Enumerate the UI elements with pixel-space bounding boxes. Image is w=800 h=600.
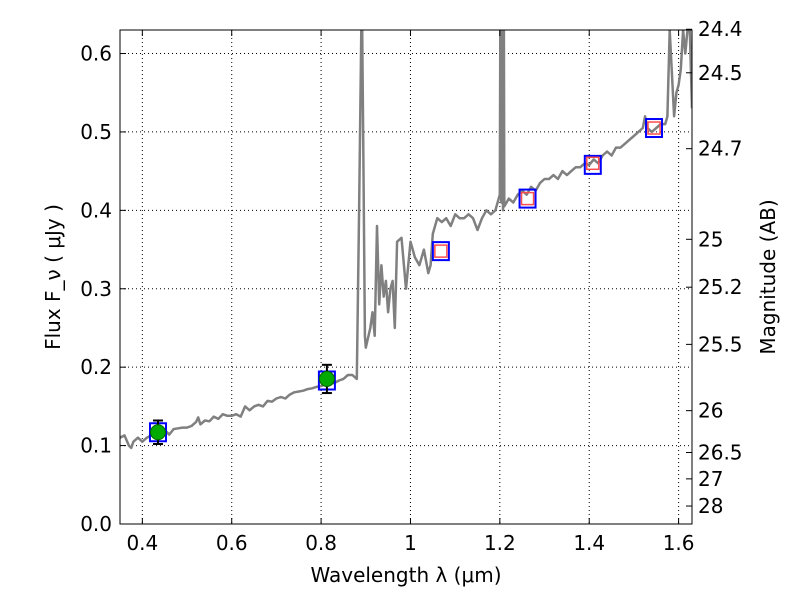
y-tick-label: 0.4 (80, 198, 112, 222)
y-tick-label: 0.1 (80, 434, 112, 458)
y2-tick-label: 26 (698, 399, 723, 423)
data-point (149, 424, 166, 441)
y-tick-label: 0.5 (80, 120, 112, 144)
y2-axis: 24.4 24.5 24.7 25 25.2 25.5 26 26.5 27 28 (686, 17, 743, 518)
model-box (518, 188, 537, 209)
x-tick-label: 0.6 (216, 531, 248, 555)
markers-layer (148, 118, 664, 446)
y2-tick-label: 25.5 (698, 332, 743, 356)
x-tick-label: 1 (404, 531, 417, 555)
x-tick-label: 1.2 (484, 531, 516, 555)
upper-point (586, 156, 600, 171)
plot-frame (119, 29, 693, 525)
model-box (431, 241, 450, 262)
series-line (120, 30, 692, 450)
y2-axis-label: Magnitude (AB) (756, 199, 780, 354)
x-axis-label: Wavelength λ (μm) (310, 563, 501, 587)
model-box (645, 118, 664, 139)
model-box (583, 154, 602, 175)
x-axis: 0.4 0.6 0.8 1 1.2 1.4 1.6 (126, 30, 695, 555)
data-point (318, 370, 335, 387)
y-tick-label: 0.6 (80, 42, 112, 66)
y-tick-label: 0.3 (80, 277, 112, 301)
y2-tick-label: 26.5 (698, 440, 743, 464)
y2-tick-label: 24.5 (698, 61, 743, 85)
y-tick-label: 0.0 (80, 512, 112, 536)
y-tick-label: 0.2 (80, 355, 112, 379)
series-layer (120, 30, 692, 450)
y-axis: 0.0 0.1 0.2 0.3 0.4 0.5 0.6 (80, 42, 126, 536)
y2-tick-label: 28 (698, 494, 723, 518)
y2-tick-label: 27 (698, 467, 723, 491)
upper-point (647, 121, 661, 135)
x-tick-label: 0.8 (305, 531, 337, 555)
x-tick-label: 1.4 (573, 531, 605, 555)
upper-point (520, 191, 535, 206)
y2-tick-label: 24.7 (698, 137, 743, 161)
y2-tick-label: 25 (698, 227, 723, 251)
upper-point (434, 244, 448, 258)
y2-tick-label: 24.4 (698, 17, 743, 41)
y-axis-label: Flux F_ν ( μJy ) (41, 204, 65, 350)
x-tick-label: 0.4 (126, 531, 158, 555)
y2-tick-label: 25.2 (698, 275, 743, 299)
x-tick-label: 1.6 (663, 531, 695, 555)
